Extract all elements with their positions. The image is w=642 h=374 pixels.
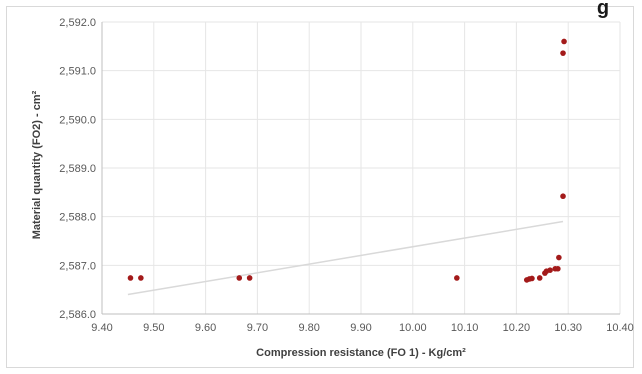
- y-tick-label: 2,588.0: [59, 212, 96, 224]
- y-tick-label: 2,587.0: [59, 260, 96, 272]
- data-point: [127, 275, 134, 281]
- y-tick-label: 2,592.0: [59, 17, 96, 29]
- x-tick-label: 9.90: [350, 322, 371, 334]
- x-axis-title: Compression resistance (FO 1) - Kg/cm²: [256, 347, 466, 359]
- data-point: [561, 38, 567, 45]
- tick-labels: 9.40 9.50 9.60 9.70 9.80 9.90 10.00 10.10 10.20 1…: [59, 17, 633, 334]
- data-point: [555, 265, 561, 272]
- data-point: [138, 275, 144, 281]
- data-point: [236, 275, 243, 281]
- x-tick-label: 10.30: [554, 322, 582, 334]
- data-point: [556, 254, 562, 261]
- x-tick-label: 9.70: [247, 322, 268, 334]
- x-tick-label: 10.10: [451, 322, 479, 334]
- trendline-group: [127, 220, 564, 296]
- chart-frame: [6, 6, 634, 368]
- data-point: [454, 275, 460, 281]
- data-point: [529, 275, 535, 282]
- y-tick-label: 2,591.0: [59, 66, 96, 78]
- axes: [101, 22, 620, 315]
- y-tick-label: 2,586.0: [59, 309, 96, 321]
- chart-title-fragment: g: [597, 0, 609, 19]
- x-tick-label: 9.60: [195, 322, 216, 334]
- gridlines: [101, 21, 621, 315]
- data-point: [536, 275, 543, 281]
- data-point: [560, 193, 566, 200]
- data-points: [127, 38, 567, 283]
- y-axis-title: Material quantity (FO2) - cm²: [31, 90, 43, 239]
- y-tick-label: 2,589.0: [59, 163, 96, 175]
- x-tick-label: 10.20: [503, 322, 531, 334]
- data-point: [560, 50, 566, 56]
- x-tick-label: 9.80: [298, 322, 319, 334]
- x-tick-label: 10.40: [606, 322, 634, 334]
- x-tick-label: 9.40: [91, 322, 112, 334]
- data-point: [246, 275, 253, 281]
- x-tick-label: 9.50: [143, 322, 164, 334]
- trendline: [127, 220, 564, 296]
- y-tick-label: 2,590.0: [59, 114, 96, 126]
- data-point: [547, 267, 553, 274]
- x-tick-label: 10.00: [399, 322, 427, 334]
